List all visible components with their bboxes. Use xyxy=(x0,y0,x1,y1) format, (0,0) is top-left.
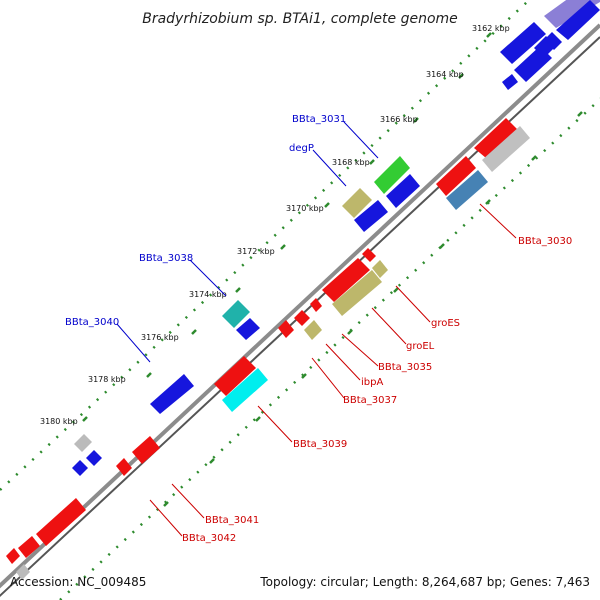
kbp-label: 3170 kbp xyxy=(286,204,324,213)
lower-tick-track xyxy=(59,97,600,600)
gene-red-3041b[interactable] xyxy=(116,458,132,476)
topology-text: Topology: circular; Length: 8,264,687 bp… xyxy=(259,575,590,589)
kbp-label: 3174 kbp xyxy=(189,290,227,299)
label-BBta_3037: BBta_3037 xyxy=(343,395,397,406)
gene-red-ibpA[interactable] xyxy=(294,310,310,326)
gene-gray-fwd[interactable] xyxy=(74,434,92,452)
gene-khaki-groEL[interactable] xyxy=(332,270,382,316)
label-groES: groES xyxy=(431,318,460,329)
kbp-label: 3176 kbp xyxy=(141,333,179,342)
reverse-callouts xyxy=(149,203,517,537)
gene-khaki-fwd[interactable] xyxy=(342,188,372,218)
label-BBta_3035: BBta_3035 xyxy=(378,362,432,373)
gene-gray-3030[interactable] xyxy=(482,126,530,172)
gene-steelblue-3030[interactable] xyxy=(446,170,488,210)
label-BBta_3042: BBta_3042 xyxy=(182,533,236,544)
accession-text: Accession: NC_009485 xyxy=(10,575,146,589)
gene-blue-deg1[interactable] xyxy=(386,174,420,208)
label-ibpA: ibpA xyxy=(361,377,383,388)
gene-red-groEL[interactable] xyxy=(322,258,370,302)
gene-red-3030b[interactable] xyxy=(474,118,518,158)
kbp-label: 3164 kbp xyxy=(426,70,464,79)
kbp-label: 3178 kbp xyxy=(88,375,126,384)
kbp-label: 3162 kbp xyxy=(472,24,510,33)
label-BBta_3040: BBta_3040 xyxy=(65,317,119,328)
gene-red-3035[interactable] xyxy=(310,298,322,312)
gene-red-3042a[interactable] xyxy=(36,498,86,546)
gene-khaki-3037[interactable] xyxy=(304,320,322,340)
gene-blue-top1[interactable] xyxy=(500,22,546,64)
backbone-line xyxy=(0,23,600,589)
label-BBta_3030: BBta_3030 xyxy=(518,236,572,247)
gene-blue-3040[interactable] xyxy=(150,374,194,414)
kbp-label: 3180 kbp xyxy=(40,417,78,426)
gene-blue-low1[interactable] xyxy=(72,460,88,476)
kbp-labels: 3162 kbp 3164 kbp 3166 kbp 3168 kbp 3170… xyxy=(40,24,510,426)
gene-khaki-groES[interactable] xyxy=(372,260,388,278)
gene-blue-deg2[interactable] xyxy=(354,200,388,232)
forward-genes xyxy=(72,0,600,476)
upper-tick-track xyxy=(0,0,532,491)
kbp-label: 3168 kbp xyxy=(332,158,370,167)
gene-red-3030a[interactable] xyxy=(436,156,476,196)
gene-blue-top5[interactable] xyxy=(544,32,562,50)
gene-red-3042b[interactable] xyxy=(18,536,40,558)
forward-callouts xyxy=(116,121,379,363)
label-BBta_3031: BBta_3031 xyxy=(292,114,346,125)
gene-blue-low2[interactable] xyxy=(86,450,102,466)
label-BBta_3041: BBta_3041 xyxy=(205,515,259,526)
gene-blue-3038[interactable] xyxy=(236,318,260,340)
label-BBta_3039: BBta_3039 xyxy=(293,439,347,450)
label-degP: degP xyxy=(289,143,314,154)
gene-cyan-fwd[interactable] xyxy=(222,300,250,328)
gene-red-3042c[interactable] xyxy=(6,548,20,564)
gene-red-3037[interactable] xyxy=(278,320,294,338)
gene-blue-top6[interactable] xyxy=(502,74,518,90)
gene-red-3039[interactable] xyxy=(214,356,256,396)
kbp-label: 3166 kbp xyxy=(380,115,418,124)
gene-green[interactable] xyxy=(374,156,410,194)
gene-red-groES[interactable] xyxy=(362,248,376,262)
map-title: Bradyrhizobium sp. BTAi1, complete genom… xyxy=(142,11,458,27)
reverse-genes xyxy=(6,118,530,580)
gene-cyan-3039[interactable] xyxy=(222,368,268,412)
gene-blue-top2[interactable] xyxy=(556,0,600,40)
upper-major-ticks xyxy=(82,32,492,422)
label-groEL: groEL xyxy=(406,341,435,352)
gene-red-3041a[interactable] xyxy=(132,436,160,464)
gene-gray-3042[interactable] xyxy=(16,564,30,580)
kbp-label: 3172 kbp xyxy=(237,247,275,256)
label-BBta_3038: BBta_3038 xyxy=(139,253,193,264)
lower-major-ticks xyxy=(163,111,583,507)
